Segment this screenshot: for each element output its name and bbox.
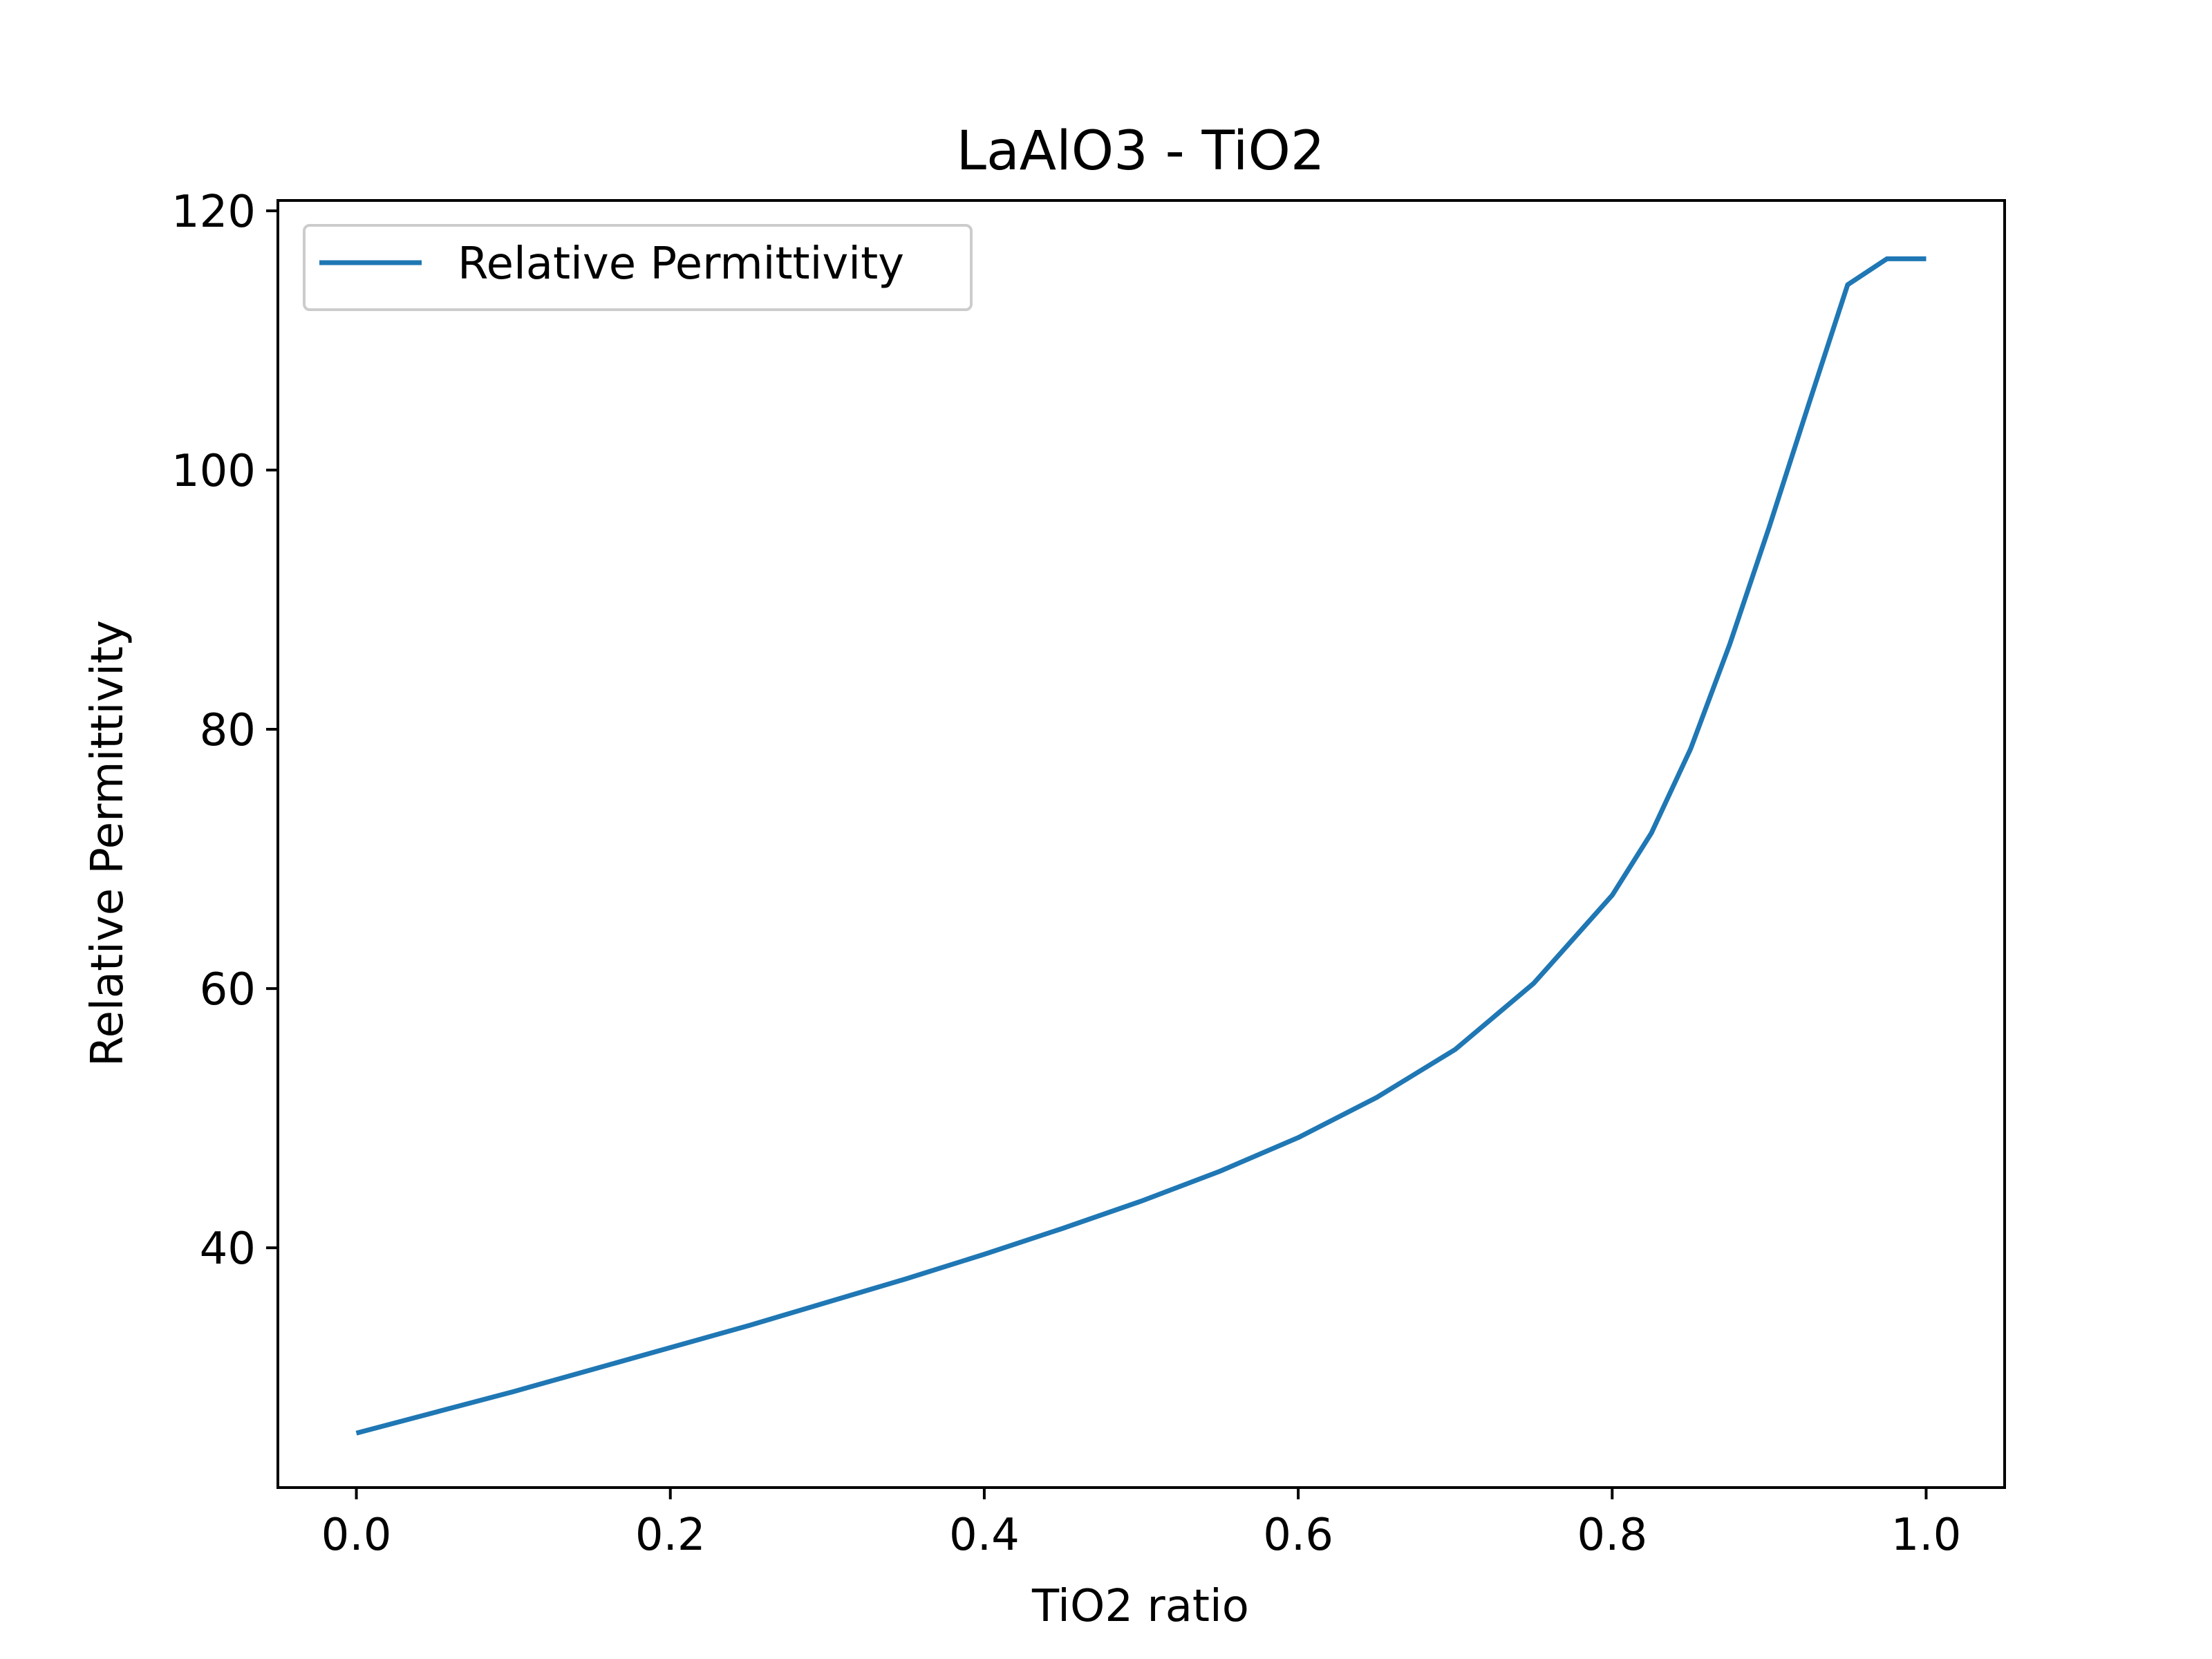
legend-box: [303, 224, 973, 311]
y-tick-label: 80: [200, 705, 256, 756]
y-tick-label: 60: [200, 964, 256, 1015]
y-axis: 40 60 80 100 120: [171, 187, 278, 1275]
y-axis-label: Relative Permittivity: [82, 620, 133, 1067]
x-axis: 0.0 0.2 0.4 0.6 0.8 1.0: [321, 1488, 1962, 1561]
series-line-relative-permittivity: [355, 256, 1927, 1436]
x-tick-label: 0.4: [949, 1510, 1020, 1561]
y-tick-label: 40: [200, 1224, 256, 1275]
chart-title: LaAlO3 - TiO2: [957, 120, 1325, 182]
legend: Relative Permittivity: [303, 224, 973, 311]
plot-area: [276, 199, 2006, 1489]
x-tick-label: 0.0: [321, 1510, 392, 1561]
x-tick-label: 0.2: [635, 1510, 706, 1561]
x-tick-label: 1.0: [1891, 1510, 1962, 1561]
y-tick-label: 100: [171, 446, 256, 497]
x-axis-label: TiO2 ratio: [1031, 1581, 1249, 1632]
legend-label-relative-permittivity: Relative Permittivity: [458, 238, 904, 290]
x-tick-label: 0.6: [1263, 1510, 1333, 1561]
plot-frame: [276, 199, 2006, 1489]
x-tick-label: 0.8: [1577, 1510, 1647, 1561]
y-tick-label: 120: [171, 187, 256, 238]
